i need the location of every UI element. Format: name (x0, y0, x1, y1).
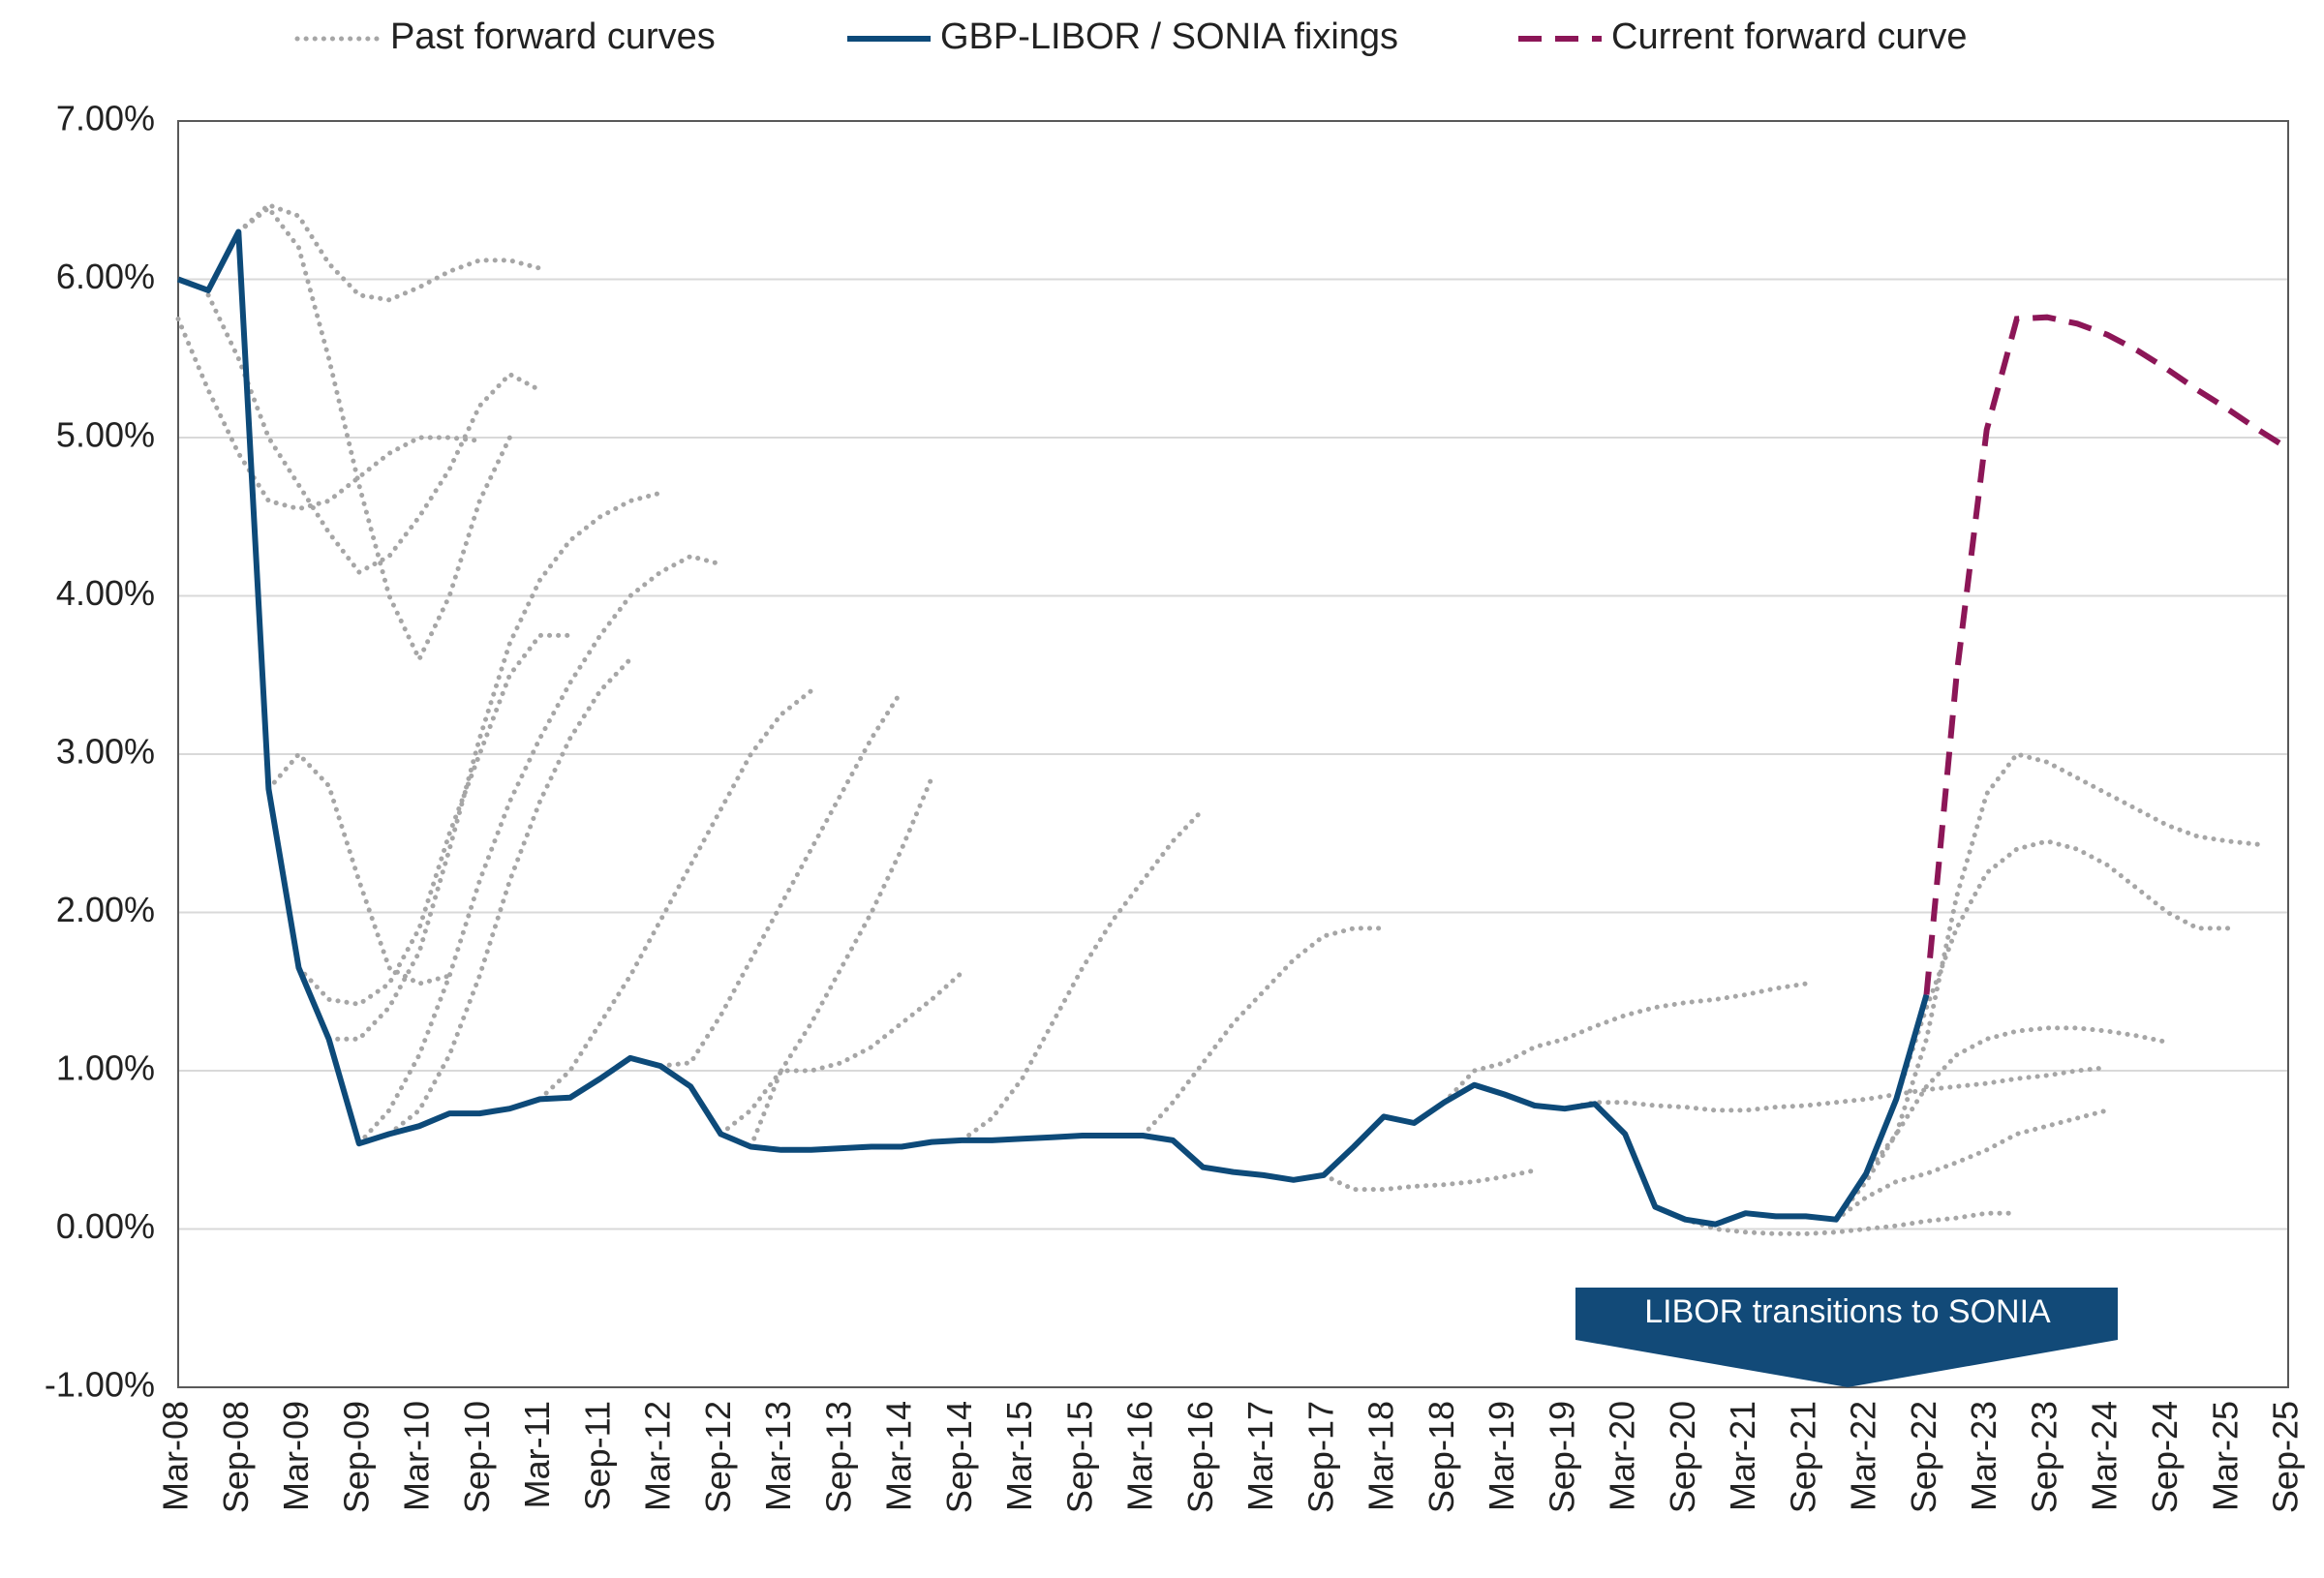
x-tick-label: Mar-18 (1361, 1401, 1401, 1511)
x-tick-label: Sep-24 (2145, 1401, 2185, 1513)
y-tick-label: 2.00% (56, 890, 155, 929)
past-forward-curve (235, 204, 512, 665)
past-forward-curve (657, 688, 904, 1069)
legend-label: Current forward curve (1611, 16, 1967, 57)
past-forward-curve (748, 970, 964, 1149)
x-tick-label: Sep-09 (336, 1401, 376, 1513)
x-tick-label: Mar-12 (638, 1401, 678, 1511)
x-tick-label: Mar-17 (1240, 1401, 1280, 1511)
past-forward-curve (1833, 1108, 2110, 1223)
x-tick-label: Sep-23 (2024, 1401, 2064, 1513)
legend-label: GBP-LIBOR / SONIA fixings (940, 16, 1398, 57)
x-tick-label: Sep-20 (1663, 1401, 1702, 1513)
y-tick-label: 3.00% (56, 732, 155, 772)
past-forward-curve (718, 775, 934, 1137)
legend-label: Past forward curves (390, 16, 716, 57)
x-tick-label: Mar-25 (2205, 1401, 2245, 1511)
x-tick-label: Sep-21 (1783, 1401, 1822, 1513)
past-forward-curve (1321, 1168, 1538, 1193)
x-tick-label: Sep-15 (1059, 1401, 1099, 1513)
plot-border (177, 120, 2289, 1388)
past-forward-curve (959, 806, 1206, 1143)
x-tick-label: Mar-08 (156, 1401, 196, 1511)
x-tick-label: Sep-08 (216, 1401, 256, 1513)
y-tick-label: 7.00% (56, 99, 155, 138)
past-forward-curve (1893, 838, 2231, 1102)
x-tick-label: Sep-10 (457, 1401, 497, 1513)
annotation-text: LIBOR transitions to SONIA (1644, 1293, 2051, 1330)
x-tick-label: Sep-22 (1904, 1401, 1943, 1513)
past-forward-curve (296, 632, 573, 1007)
past-forward-curve (1140, 926, 1387, 1138)
x-tick-label: Mar-14 (879, 1401, 919, 1511)
x-tick-label: Mar-19 (1482, 1401, 1521, 1511)
past-forward-curve (326, 490, 663, 1042)
annotation-banner (1575, 1288, 2118, 1387)
past-forward-curve (265, 750, 452, 986)
x-tick-label: Mar-20 (1603, 1401, 1642, 1511)
x-tick-label: Sep-16 (1180, 1401, 1220, 1513)
x-tick-label: Mar-13 (758, 1401, 798, 1511)
x-tick-label: Mar-10 (397, 1401, 437, 1511)
x-tick-label: Sep-19 (1542, 1401, 1581, 1513)
past-forward-curve (1682, 1210, 2020, 1236)
x-tick-label: Mar-22 (1844, 1401, 1883, 1511)
past-forward-curve (235, 201, 542, 303)
past-forward-curve (537, 688, 814, 1102)
past-forward-curve (1863, 1025, 2170, 1176)
x-tick-label: Mar-23 (1964, 1401, 2003, 1511)
y-tick-label: 6.00% (56, 257, 155, 296)
past-forward-curve (175, 316, 482, 512)
past-forward-curve (356, 553, 723, 1146)
y-tick-label: 1.00% (56, 1048, 155, 1088)
x-tick-label: Sep-14 (939, 1401, 979, 1513)
x-tick-label: Sep-13 (818, 1401, 858, 1513)
x-tick-label: Sep-11 (577, 1401, 617, 1510)
series-line (1923, 314, 2290, 995)
x-tick-label: Mar-09 (276, 1401, 316, 1511)
x-tick-label: Sep-17 (1300, 1401, 1340, 1513)
past-forward-curve (1562, 1065, 2110, 1113)
past-forward-curve (386, 656, 633, 1137)
x-tick-label: Sep-12 (698, 1401, 738, 1513)
x-tick-label: Sep-18 (1422, 1401, 1461, 1513)
y-tick-label: 4.00% (56, 573, 155, 613)
series-line (176, 228, 1930, 1228)
x-tick-label: Mar-24 (2085, 1401, 2125, 1511)
y-tick-label: 0.00% (56, 1206, 155, 1246)
past-forward-curve (205, 292, 542, 576)
past-forward-curve (1833, 751, 2261, 1223)
y-tick-label: 5.00% (56, 415, 155, 455)
x-tick-label: Mar-16 (1120, 1401, 1160, 1511)
x-tick-label: Mar-11 (517, 1401, 557, 1508)
x-tick-label: Mar-15 (999, 1401, 1039, 1511)
y-tick-label: -1.00% (45, 1365, 155, 1405)
x-tick-label: Sep-25 (2266, 1401, 2306, 1513)
past-forward-curve (1441, 981, 1809, 1106)
x-tick-label: Mar-21 (1723, 1401, 1762, 1511)
